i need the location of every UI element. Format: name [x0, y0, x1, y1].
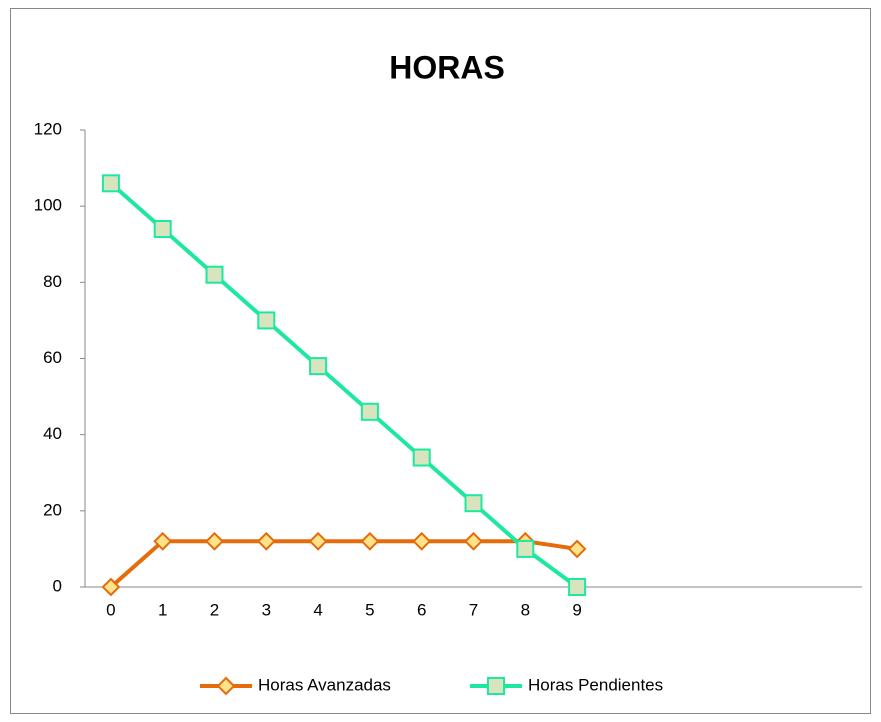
legend-marker: [487, 677, 505, 695]
x-tick-label: 2: [210, 600, 219, 619]
series-line: [109, 539, 578, 589]
data-point: [205, 265, 224, 284]
y-tick-label: 60: [43, 348, 62, 367]
chart-frame: [10, 8, 871, 714]
y-tick-label: 0: [53, 576, 62, 595]
data-point: [101, 577, 121, 597]
data-point: [567, 539, 587, 559]
data-point: [464, 494, 483, 513]
x-tick-label: 6: [417, 600, 426, 619]
data-point: [153, 531, 173, 551]
y-tick-label: 40: [43, 424, 62, 443]
data-point: [412, 531, 432, 551]
x-tick-label: 5: [365, 600, 374, 619]
data-point: [309, 357, 328, 376]
y-tick-label: 120: [34, 119, 62, 138]
data-point: [568, 578, 587, 596]
legend-label: Horas Pendientes: [528, 675, 663, 694]
data-point: [257, 311, 276, 330]
x-tick-label: 4: [313, 600, 322, 619]
data-point: [205, 531, 224, 551]
x-tick-label: 9: [572, 600, 581, 619]
x-tick-label: 0: [106, 600, 115, 619]
data-point: [153, 220, 172, 239]
data-point: [516, 539, 535, 558]
data-point: [464, 531, 483, 551]
legend-label: Horas Avanzadas: [258, 675, 391, 694]
y-tick-label: 100: [34, 196, 62, 215]
y-tick-label: 80: [43, 272, 62, 291]
data-point: [256, 531, 276, 551]
y-tick-label: 20: [43, 500, 62, 519]
x-tick-label: 8: [521, 600, 530, 619]
legend-marker: [216, 676, 236, 696]
x-tick-label: 3: [262, 600, 271, 619]
x-tick-label: 7: [469, 600, 478, 619]
data-point: [412, 448, 431, 467]
data-point: [360, 531, 380, 551]
x-tick-label: 1: [158, 600, 167, 619]
data-point: [101, 174, 120, 193]
chart-title: HORAS: [389, 49, 505, 85]
data-point: [308, 531, 328, 551]
data-point: [360, 402, 379, 421]
series-line: [109, 181, 579, 589]
